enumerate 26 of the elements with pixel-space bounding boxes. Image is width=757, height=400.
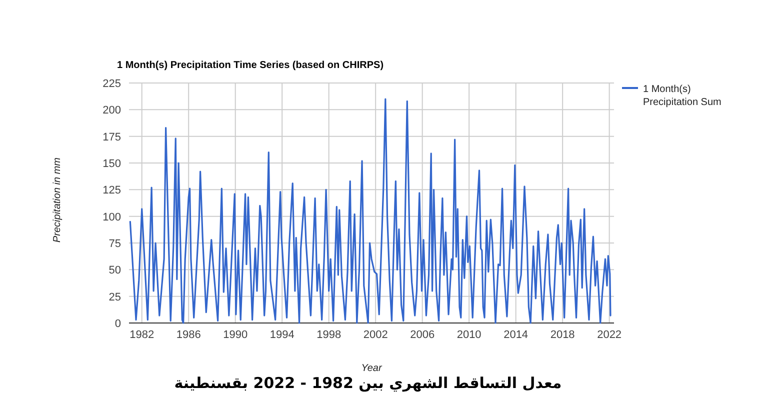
- y-tick-label: 75: [108, 238, 121, 250]
- x-tick-label: 2010: [456, 329, 482, 341]
- text: معدل التساقط الشهري بين 1982 - 2022 بقسنطينة: [174, 374, 562, 392]
- x-tick-label: 2018: [550, 329, 575, 341]
- y-tick-label: 125: [102, 184, 121, 197]
- y-tick-label: 0: [114, 318, 121, 330]
- x-tick-label: 1986: [176, 329, 201, 341]
- y-tick-label: 200: [102, 104, 121, 117]
- x-tick-label: 1994: [270, 329, 294, 341]
- x-tick-label: 2006: [410, 329, 435, 341]
- x-tick-label: 2014: [504, 329, 528, 341]
- x-tick-label: 2002: [363, 329, 388, 341]
- x-tick-label: 1998: [316, 329, 342, 341]
- x-axis-title: Year: [361, 363, 382, 374]
- y-tick-label: 25: [108, 291, 121, 304]
- chart-title: 1 Month(s) Precipitation Time Series (based on CHIRPS): [117, 60, 384, 71]
- legend-label: 1 Month(s) Precipitation Sum: [643, 84, 722, 108]
- y-axis-title: Precipitation in mm: [52, 157, 63, 243]
- x-tick-label: 2022: [597, 329, 622, 341]
- x-tick-label: 1982: [130, 329, 154, 341]
- y-tick-label: 50: [108, 264, 121, 277]
- y-tick-label: 225: [102, 78, 121, 90]
- x-tick-label: 1990: [223, 329, 248, 341]
- y-tick-label: 175: [102, 131, 121, 144]
- y-tick-label: 150: [102, 158, 121, 170]
- y-tick-label: 100: [102, 211, 121, 224]
